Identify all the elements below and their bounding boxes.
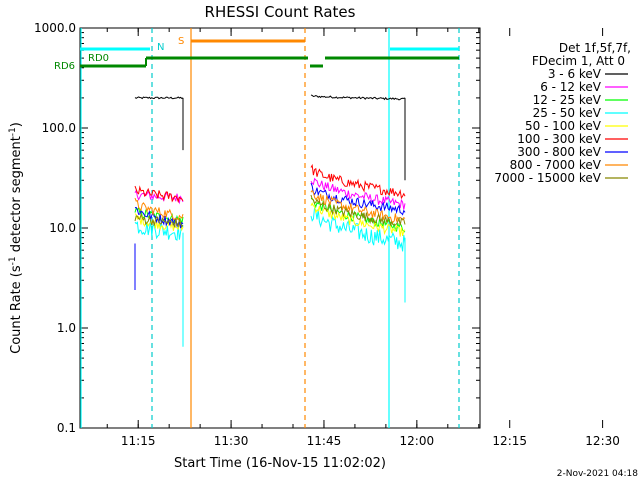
x-tick-label: 11:45	[307, 434, 342, 448]
series-line	[134, 189, 184, 205]
y-axis-title-sup1: -1	[8, 256, 18, 265]
series-line	[310, 94, 406, 101]
series-line	[134, 212, 184, 228]
legend-label: 300 - 800 keV	[517, 145, 601, 159]
legend-label: 800 - 7000 keV	[510, 158, 602, 172]
series-line	[310, 163, 406, 200]
legend-label: 25 - 50 keV	[533, 106, 602, 120]
series-line	[134, 96, 184, 100]
series-line	[134, 220, 184, 241]
legend-label: 6 - 12 keV	[540, 80, 602, 94]
y-tick-label: 1000.0	[34, 21, 76, 35]
rd6-label: RD6	[54, 61, 75, 72]
series-line	[134, 197, 184, 221]
series-line	[310, 177, 406, 210]
y-tick-label: 0.1	[57, 421, 76, 435]
x-axis: 11:15 11:30 11:45 12:00 12:15 12:30	[106, 28, 620, 448]
legend-label: 7000 - 15000 keV	[494, 171, 601, 185]
series-line	[134, 185, 184, 204]
x-tick-label: 11:30	[214, 434, 249, 448]
s-label: S	[178, 36, 184, 47]
legend-header-1: Det 1f,5f,7f,	[559, 41, 631, 55]
legend-label: 12 - 25 keV	[533, 93, 602, 107]
y-axis: 0.1 1.0 10.0 100.0 1000.0	[34, 21, 480, 435]
series-line	[310, 194, 406, 226]
y-axis-title: Count Rate (s-1 detector segment-1)	[8, 122, 24, 354]
event-lines	[80, 28, 460, 428]
footer-timestamp: 2-Nov-2021 04:18	[557, 469, 639, 479]
y-tick-label: 100.0	[42, 121, 76, 135]
x-tick-label: 12:00	[400, 434, 435, 448]
x-tick-label: 11:15	[121, 434, 156, 448]
rd0-label: RD0	[88, 53, 109, 64]
x-tick-label: 12:30	[585, 434, 620, 448]
x-tick-label: 12:15	[492, 434, 527, 448]
y-axis-title-sup2: -1	[8, 127, 18, 136]
series-line	[310, 207, 406, 252]
state-bars	[80, 39, 459, 68]
x-axis-title: Start Time (16-Nov-15 11:02:02)	[174, 456, 386, 471]
legend-label: 50 - 100 keV	[525, 119, 602, 133]
legend-label: 100 - 300 keV	[517, 132, 601, 146]
y-axis-title-start: Count Rate (s	[9, 265, 24, 354]
series-line	[310, 182, 406, 216]
plot-frame	[79, 27, 481, 429]
legend-label: 3 - 6 keV	[548, 67, 602, 81]
series-lines	[134, 94, 406, 347]
y-tick-label: 10.0	[49, 221, 76, 235]
n-label: N	[157, 42, 164, 53]
y-axis-title-mid: detector segment	[9, 136, 24, 256]
y-axis-title-end: )	[9, 122, 24, 127]
legend: Det 1f,5f,7f, FDecim 1, Att 0 3 - 6 keV6…	[494, 41, 631, 185]
y-tick-label: 1.0	[57, 321, 76, 335]
series-line	[134, 206, 184, 229]
chart-title: RHESSI Count Rates	[205, 3, 356, 21]
legend-header-2: FDecim 1, Att 0	[532, 54, 625, 68]
series-line	[310, 189, 406, 223]
